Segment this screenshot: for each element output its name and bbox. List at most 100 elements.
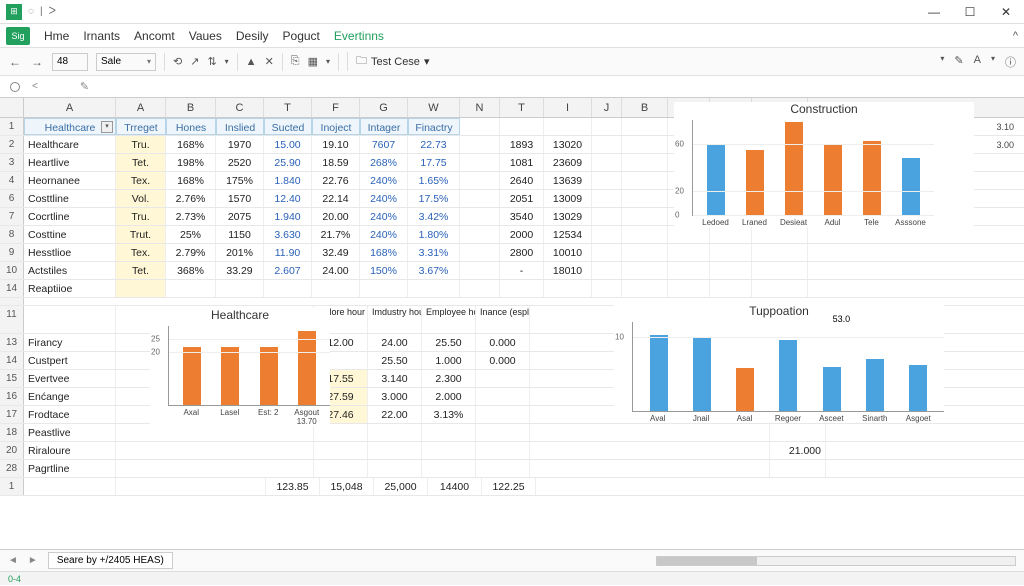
name-box-icon[interactable] xyxy=(10,82,20,92)
table-header[interactable]: Finactry xyxy=(408,118,460,135)
col-header[interactable]: B xyxy=(166,98,216,117)
chart-bar[interactable] xyxy=(221,347,239,405)
tuppoation-chart[interactable]: Tuppoation 10 AvalJnailAsalRegoerAsceetS… xyxy=(614,304,944,423)
cell[interactable]: Tet. xyxy=(116,154,166,171)
grid-icon[interactable]: ▦ xyxy=(308,55,318,68)
cell[interactable]: Pagrtline xyxy=(24,460,116,477)
cell[interactable] xyxy=(460,190,500,207)
edit-icon[interactable]: ✎ xyxy=(954,54,963,70)
cell[interactable]: 25.50 xyxy=(422,334,476,351)
cell[interactable]: 13029 xyxy=(544,208,592,225)
qat-item[interactable]: ᐳ xyxy=(49,6,56,17)
testcase-dropdown[interactable]: 🗀 Test Cese ▾ xyxy=(347,52,429,71)
cell[interactable] xyxy=(360,280,408,297)
cell[interactable] xyxy=(770,424,826,441)
marker-icon[interactable]: ▲ xyxy=(246,56,257,68)
cell[interactable]: 1.940 xyxy=(264,208,312,225)
close-button[interactable]: ✕ xyxy=(994,5,1018,19)
col-header[interactable]: F xyxy=(312,98,360,117)
chart-bar[interactable] xyxy=(693,338,711,411)
copy-icon[interactable]: ⎘ xyxy=(291,55,300,68)
cell[interactable]: 0.000 xyxy=(476,334,530,351)
cell[interactable] xyxy=(476,424,530,441)
tab-account[interactable]: Ancomt xyxy=(134,29,175,43)
cell[interactable]: Trut. xyxy=(116,226,166,243)
cell[interactable]: 2.76% xyxy=(166,190,216,207)
cell[interactable] xyxy=(166,280,216,297)
chart-bar[interactable] xyxy=(183,347,201,405)
cell[interactable]: 368% xyxy=(166,262,216,279)
cell[interactable]: 3.140 xyxy=(368,370,422,387)
col-header[interactable]: A xyxy=(116,98,166,117)
back-icon[interactable]: ← xyxy=(8,55,22,69)
cell[interactable] xyxy=(460,154,500,171)
chart-bar[interactable] xyxy=(736,368,754,411)
chart-bar[interactable] xyxy=(260,347,278,405)
scrollbar-thumb[interactable] xyxy=(657,557,757,565)
cell[interactable] xyxy=(408,280,460,297)
cell[interactable]: 12534 xyxy=(544,226,592,243)
cell[interactable] xyxy=(314,460,368,477)
info-icon[interactable]: ⓘ xyxy=(1005,54,1016,70)
cell[interactable]: Tru. xyxy=(116,208,166,225)
forward-icon[interactable]: → xyxy=(30,55,44,69)
cell[interactable]: Evertvee xyxy=(24,370,116,387)
cell[interactable] xyxy=(500,280,544,297)
cell[interactable]: 22.73 xyxy=(408,136,460,153)
cell[interactable]: 198% xyxy=(166,154,216,171)
cell[interactable]: 14400 xyxy=(428,478,482,495)
cell[interactable]: Tet. xyxy=(116,262,166,279)
dropdown-icon[interactable]: ▾ xyxy=(940,54,944,70)
chart-bar[interactable] xyxy=(707,144,725,215)
cell[interactable]: 268% xyxy=(360,154,408,171)
cell[interactable]: Riraloure xyxy=(24,442,116,459)
cell[interactable]: 13639 xyxy=(544,172,592,189)
cell[interactable] xyxy=(460,136,500,153)
cell[interactable]: 2800 xyxy=(500,244,544,261)
cell[interactable]: 3.13% xyxy=(422,406,476,423)
col-header[interactable]: A xyxy=(24,98,116,117)
cell[interactable]: 2.000 xyxy=(422,388,476,405)
col-header[interactable]: I xyxy=(544,98,592,117)
cell[interactable] xyxy=(476,388,530,405)
cell[interactable]: Vol. xyxy=(116,190,166,207)
cell[interactable]: 2.607 xyxy=(264,262,312,279)
cell[interactable]: Actstiles xyxy=(24,262,116,279)
cell[interactable] xyxy=(314,424,368,441)
cell[interactable]: - xyxy=(500,262,544,279)
chart-bar[interactable] xyxy=(823,367,841,412)
cell[interactable]: Firancy xyxy=(24,334,116,351)
cell[interactable]: 1970 xyxy=(216,136,264,153)
cell[interactable]: 22.00 xyxy=(368,406,422,423)
cell[interactable]: 168% xyxy=(166,136,216,153)
cell[interactable]: 2520 xyxy=(216,154,264,171)
cell[interactable]: 150% xyxy=(360,262,408,279)
cell[interactable]: Costtine xyxy=(24,226,116,243)
cell[interactable]: 240% xyxy=(360,172,408,189)
file-tab[interactable]: Sig xyxy=(6,27,30,45)
table-header[interactable]: Healthcare▾ xyxy=(24,118,116,135)
chart-bar[interactable] xyxy=(298,331,316,405)
cell[interactable] xyxy=(460,280,500,297)
cell[interactable]: Costtline xyxy=(24,190,116,207)
cell[interactable]: 25.90 xyxy=(264,154,312,171)
cell[interactable]: 122.25 xyxy=(482,478,536,495)
cell[interactable]: 3540 xyxy=(500,208,544,225)
chart-bar[interactable] xyxy=(824,144,842,215)
cell[interactable] xyxy=(312,280,360,297)
cell[interactable]: 168% xyxy=(360,244,408,261)
cell[interactable]: 23609 xyxy=(544,154,592,171)
cell[interactable]: 32.49 xyxy=(312,244,360,261)
tab-insert[interactable]: Irnants xyxy=(83,29,120,43)
cell[interactable] xyxy=(460,244,500,261)
tab-values[interactable]: Vaues xyxy=(189,29,222,43)
cell[interactable]: Tex. xyxy=(116,244,166,261)
table-header[interactable]: Hones xyxy=(166,118,216,135)
cell[interactable]: 240% xyxy=(360,208,408,225)
cell[interactable]: 2000 xyxy=(500,226,544,243)
healthcare-chart[interactable]: Healthcare 2025 AxalLaselEst: 2Asgout 13… xyxy=(150,308,330,426)
tab-design[interactable]: Desily xyxy=(236,29,269,43)
cell-reference-box[interactable]: 48 xyxy=(52,53,88,71)
edit-icon[interactable]: ✎ xyxy=(80,80,89,93)
cell[interactable]: 21.7% xyxy=(312,226,360,243)
